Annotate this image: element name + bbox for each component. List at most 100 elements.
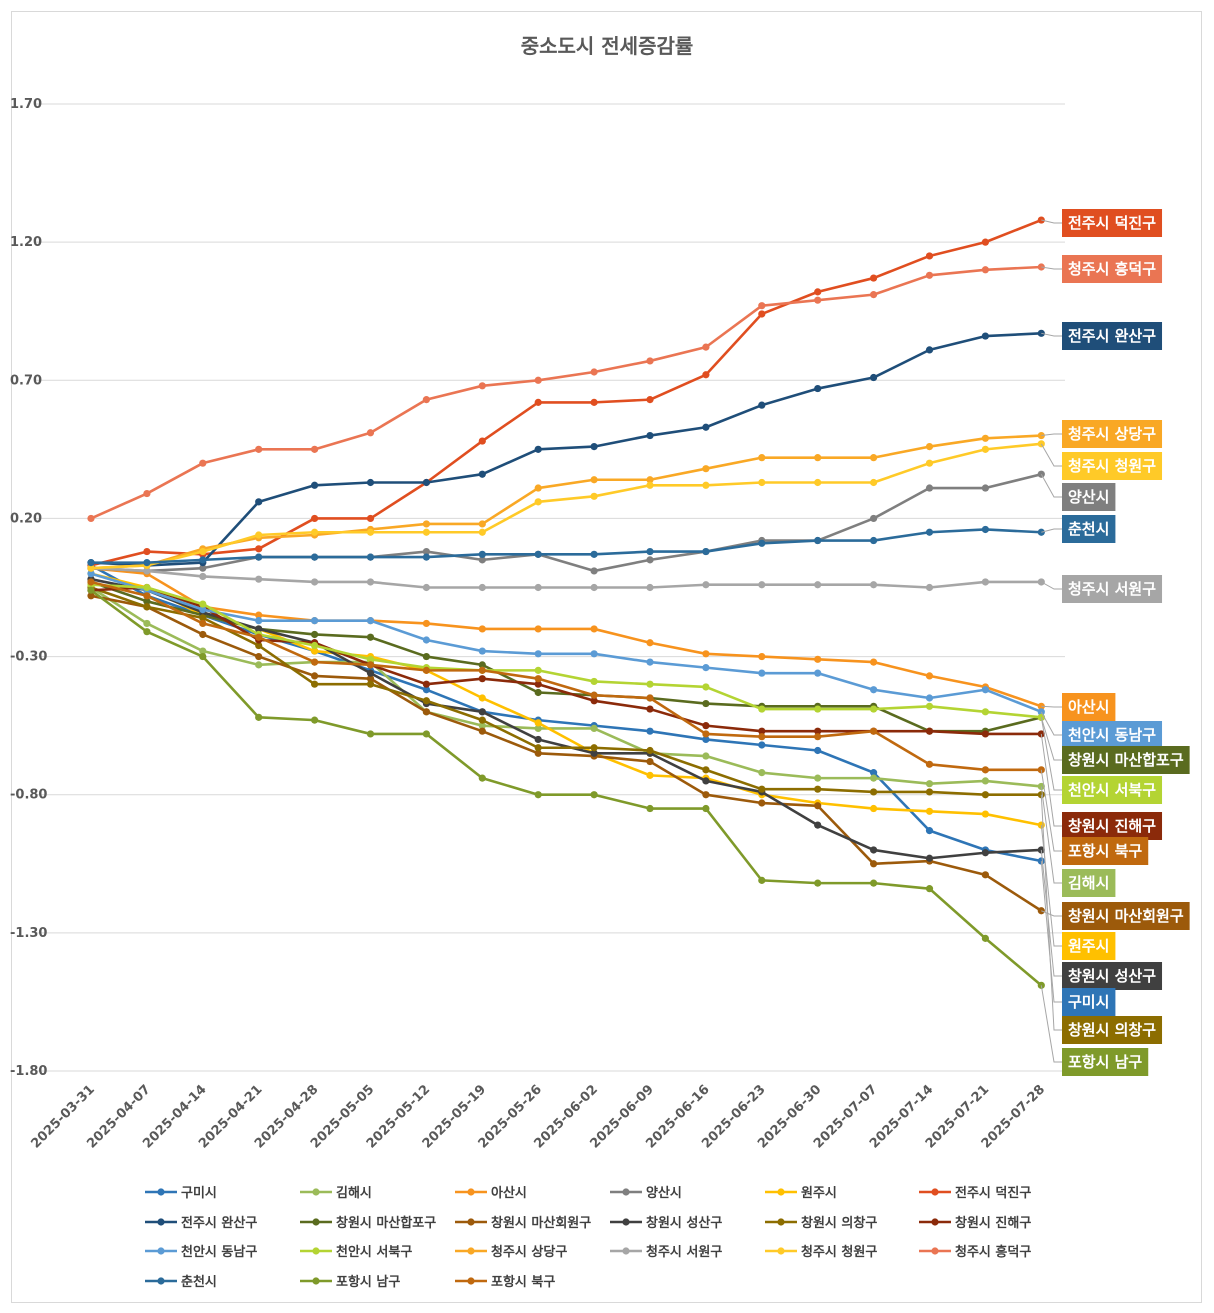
- end-label-text: 창원시 마산합포구: [1068, 751, 1184, 769]
- data-point: [702, 730, 710, 738]
- data-point: [422, 636, 430, 644]
- data-point: [1037, 528, 1045, 536]
- data-point: [981, 766, 990, 774]
- legend-swatch-marker: [622, 1247, 630, 1255]
- data-point: [758, 669, 766, 677]
- data-point: [814, 536, 822, 545]
- data-point: [981, 871, 990, 879]
- data-point: [981, 810, 990, 818]
- leader-line: [1041, 705, 1062, 708]
- data-point: [478, 661, 486, 669]
- data-point: [981, 525, 990, 534]
- data-point: [199, 564, 207, 572]
- data-point: [143, 619, 151, 628]
- series-line: [90, 589, 1043, 987]
- data-point: [366, 675, 375, 683]
- data-point: [814, 296, 822, 304]
- data-point: [758, 539, 766, 547]
- data-point: [422, 666, 430, 674]
- data-point: [422, 528, 430, 536]
- data-point: [534, 791, 542, 799]
- data-point: [422, 553, 430, 561]
- data-point: [758, 401, 766, 409]
- legend-swatch-marker: [467, 1277, 475, 1285]
- data-point: [870, 879, 878, 887]
- data-point: [758, 733, 766, 741]
- data-point: [143, 628, 151, 636]
- legend-label: 청주시 서원구: [646, 1244, 722, 1260]
- legend-item: 천안시 서북구: [300, 1244, 412, 1260]
- data-point: [925, 854, 934, 862]
- series-20: [87, 578, 1045, 774]
- data-point: [590, 697, 598, 705]
- legend-item: 천안시 동남구: [145, 1244, 257, 1260]
- end-label-box: [1062, 209, 1163, 237]
- data-point: [870, 774, 878, 782]
- end-label: 창원시 의창구: [1040, 794, 1163, 1044]
- end-label-box: [1062, 515, 1116, 543]
- legend-item: 춘천시: [145, 1275, 217, 1290]
- data-point: [366, 578, 375, 586]
- legend-item: 김해시: [300, 1185, 372, 1201]
- legend-label: 양산시: [646, 1185, 682, 1201]
- series-line: [90, 472, 1042, 573]
- data-point: [366, 669, 375, 677]
- end-label-box: [1062, 693, 1116, 721]
- data-point: [702, 804, 710, 813]
- data-point: [534, 724, 542, 733]
- data-point: [814, 669, 822, 677]
- end-label: 청주시 서원구: [1041, 575, 1163, 603]
- data-point: [422, 680, 430, 688]
- end-label-box: [1062, 721, 1163, 749]
- data-point: [143, 559, 151, 567]
- legend-swatch-marker: [312, 1188, 320, 1196]
- data-point: [143, 592, 151, 600]
- legend-label: 창원시 의창구: [801, 1215, 877, 1231]
- end-label-text: 춘천시: [1068, 520, 1109, 538]
- data-point: [870, 804, 878, 813]
- data-point: [646, 357, 654, 365]
- legend-swatch-marker: [622, 1218, 630, 1226]
- data-point: [758, 785, 766, 793]
- legend-swatch-marker: [312, 1218, 320, 1226]
- data-point: [758, 705, 766, 713]
- data-point: [870, 514, 878, 523]
- data-point: [534, 625, 542, 633]
- data-point: [814, 454, 822, 462]
- end-label-text: 청주시 상당구: [1068, 425, 1156, 443]
- legend-label: 창원시 마산합포구: [336, 1215, 436, 1231]
- end-label-text: 창원시 진해구: [1068, 817, 1156, 835]
- data-point: [870, 581, 878, 589]
- data-point: [814, 879, 822, 887]
- series-2: [87, 564, 1045, 710]
- series-lines: [87, 216, 1045, 989]
- data-point: [478, 666, 486, 674]
- data-point: [702, 683, 710, 691]
- end-label: 청주시 청원구: [1040, 443, 1163, 480]
- leader-line: [1040, 473, 1062, 498]
- data-point: [143, 489, 151, 498]
- data-point: [702, 650, 710, 658]
- data-point: [255, 652, 263, 661]
- data-point: [422, 619, 430, 628]
- legend-swatch-marker: [777, 1188, 785, 1196]
- legend-item: 청주시 서원구: [610, 1244, 722, 1260]
- data-point: [646, 556, 654, 564]
- data-point: [925, 780, 934, 788]
- data-point: [758, 454, 766, 462]
- data-point: [646, 639, 654, 647]
- data-point: [590, 398, 598, 406]
- data-point: [814, 774, 822, 782]
- end-label-text: 청주시 흥덕구: [1068, 260, 1156, 278]
- legend-swatch-marker: [312, 1247, 320, 1255]
- series-13: [87, 581, 1045, 721]
- data-point: [925, 727, 934, 735]
- legend-swatch-marker: [622, 1188, 630, 1196]
- series-11: [87, 583, 1045, 738]
- data-point: [981, 708, 990, 716]
- data-point: [590, 550, 598, 558]
- end-label-text: 창원시 마산회원구: [1068, 907, 1184, 925]
- data-point: [702, 699, 710, 708]
- leader-line: [1041, 433, 1062, 437]
- data-point: [311, 617, 319, 625]
